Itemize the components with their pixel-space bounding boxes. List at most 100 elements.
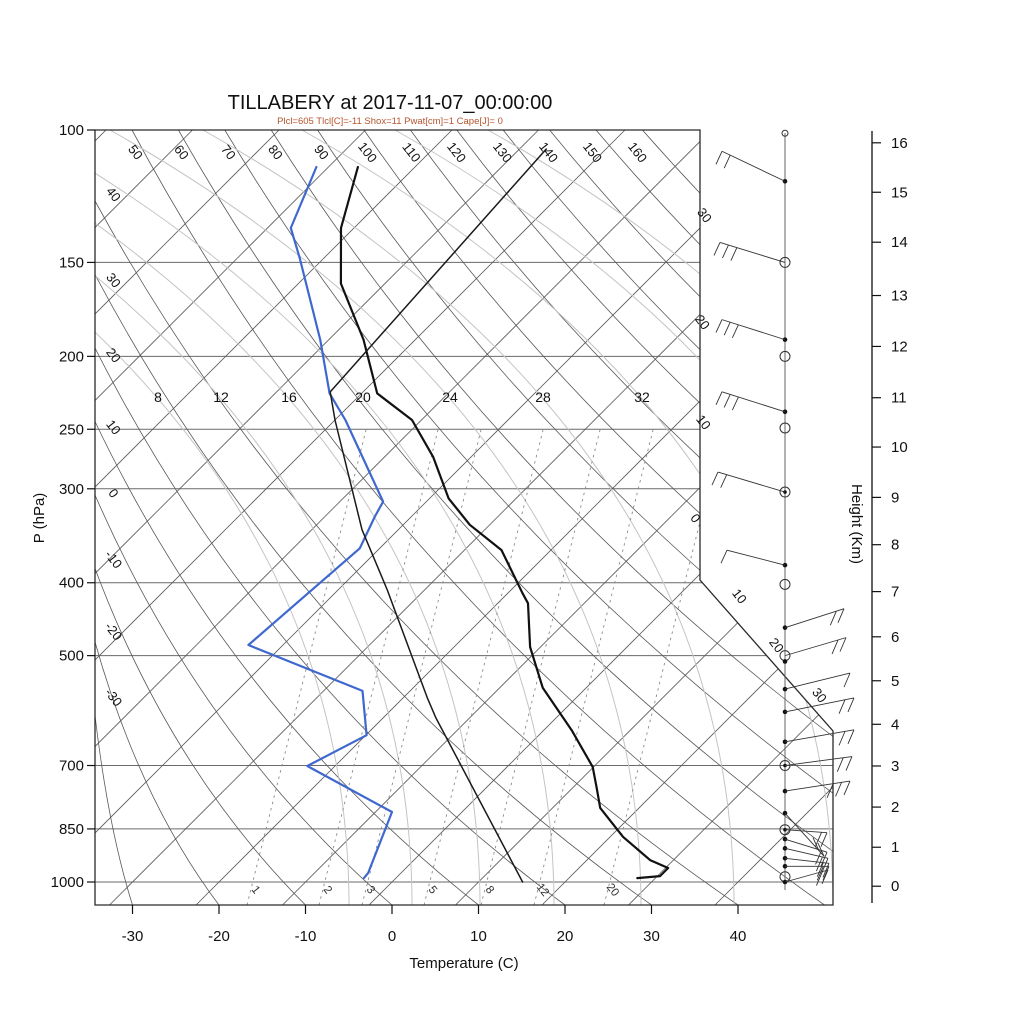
height-tick-label: 13 bbox=[891, 288, 908, 305]
wind-barb bbox=[782, 780, 851, 798]
dry-adiabat-line bbox=[95, 494, 393, 905]
wind-barb-feather bbox=[815, 856, 823, 872]
isotherm-line bbox=[541, 130, 833, 905]
dry-adiabat-top-label: 100 bbox=[355, 139, 380, 165]
wind-barb-feather bbox=[715, 151, 723, 165]
y-right-axis-title: Height (Km) bbox=[848, 484, 865, 564]
isotherm-line bbox=[95, 130, 193, 905]
isotherm-line bbox=[95, 130, 712, 905]
mixing-ratio-line bbox=[318, 429, 439, 905]
right-edge-label: 30 bbox=[809, 685, 830, 706]
wind-barb-feather bbox=[715, 391, 723, 405]
height-tick-label: 9 bbox=[891, 489, 899, 506]
wind-barb-feather bbox=[837, 608, 845, 623]
moist-adiabat-line bbox=[95, 130, 555, 905]
dry-adiabat-line bbox=[95, 568, 306, 905]
dry-adiabat-line bbox=[270, 130, 833, 905]
wind-barb bbox=[715, 391, 788, 415]
dry-adiabat-line bbox=[95, 347, 566, 905]
dry-adiabat-top-label: 50 bbox=[125, 142, 146, 163]
wind-barb bbox=[779, 422, 791, 434]
moist-adiabat-line bbox=[95, 130, 413, 905]
dry-adiabat-line bbox=[178, 130, 833, 905]
x-tick-label: -30 bbox=[122, 928, 144, 945]
dry-adiabat-left-label: 0 bbox=[105, 486, 121, 501]
wind-barb-feather bbox=[820, 832, 828, 847]
isotherm-line bbox=[95, 130, 799, 905]
isotherm-line bbox=[95, 130, 280, 905]
wind-barb-staff bbox=[726, 549, 786, 566]
height-tick-label: 6 bbox=[891, 629, 899, 646]
wind-barb-feather bbox=[722, 244, 729, 259]
moist-adiabat-label: 8 bbox=[154, 389, 162, 405]
height-tick-label: 4 bbox=[891, 716, 899, 733]
wind-barb bbox=[782, 608, 845, 630]
chart-title: TILLABERY at 2017-11-07_00:00:00 bbox=[228, 92, 553, 114]
wind-barb-staff bbox=[784, 847, 829, 859]
wind-barb bbox=[782, 659, 788, 664]
wind-barb bbox=[715, 150, 788, 184]
plot-frame bbox=[94, 129, 834, 906]
wind-barb-feather bbox=[816, 862, 824, 877]
wind-barb bbox=[782, 729, 855, 746]
wind-level-circle bbox=[779, 350, 791, 362]
wind-barb-feather bbox=[829, 610, 837, 626]
right-edge-label: 30 bbox=[694, 205, 715, 226]
pressure-tick-label: 150 bbox=[59, 254, 84, 271]
wind-level-circle bbox=[779, 760, 791, 772]
background-grid bbox=[95, 130, 833, 905]
dry-adiabat-line bbox=[502, 130, 833, 905]
wind-barb-feather bbox=[723, 154, 731, 169]
wind-barb-staff bbox=[784, 672, 851, 690]
right-edge-label: 10 bbox=[729, 586, 750, 607]
wind-barb bbox=[782, 863, 830, 881]
x-axis-title: Temperature (C) bbox=[409, 955, 518, 972]
wind-barb-staff bbox=[784, 608, 845, 629]
dry-adiabat-left-label: 20 bbox=[103, 345, 124, 366]
wind-barb-feather bbox=[835, 782, 842, 797]
moist-adiabat-label: 28 bbox=[535, 389, 551, 405]
wind-barb-feather bbox=[838, 699, 846, 714]
height-tick-label: 14 bbox=[891, 234, 908, 251]
isotherm-line bbox=[282, 130, 833, 905]
pressure-tick-label: 400 bbox=[59, 575, 84, 592]
moist-adiabat-label: 24 bbox=[442, 389, 458, 405]
wind-barb bbox=[720, 549, 788, 568]
x-tick-label: 20 bbox=[557, 928, 574, 945]
height-tick-label: 5 bbox=[891, 673, 899, 690]
pressure-tick-label: 1000 bbox=[51, 874, 84, 891]
right-edge-label: 20 bbox=[692, 312, 713, 333]
dry-adiabat-top-label: 160 bbox=[625, 139, 650, 165]
wind-level-circle bbox=[779, 422, 791, 434]
wind-barb-staff bbox=[721, 150, 786, 182]
height-tick-label: 8 bbox=[891, 537, 899, 554]
chart-indices-subtitle: Plcl=605 Tlcl[C]=-11 Shox=11 Pwat[cm]=1 … bbox=[277, 116, 503, 127]
wind-barb-feather bbox=[839, 637, 847, 652]
wind-barb-staff bbox=[784, 857, 830, 864]
wind-barb-feather bbox=[731, 324, 739, 339]
pressure-tick-label: 850 bbox=[59, 821, 84, 838]
dry-adiabat-top-label: 80 bbox=[265, 142, 286, 163]
isotherm-line bbox=[714, 130, 833, 905]
right-edge-label: 0 bbox=[687, 511, 703, 526]
mixing-ratio-label: 20 bbox=[604, 881, 621, 898]
wind-barb bbox=[782, 846, 829, 873]
moist-adiabat-line bbox=[202, 130, 735, 905]
dry-adiabat-left-label: 30 bbox=[103, 270, 124, 291]
wind-barb-feather bbox=[831, 639, 839, 655]
dewpoint-curve bbox=[247, 165, 394, 880]
x-tick-label: 30 bbox=[643, 928, 660, 945]
wind-barb-feather bbox=[821, 869, 829, 885]
dry-adiabat-top-label: 150 bbox=[580, 139, 605, 165]
wind-barb bbox=[779, 824, 828, 847]
height-tick-label: 10 bbox=[891, 439, 908, 456]
wind-barb bbox=[779, 756, 853, 772]
wind-level-circle bbox=[779, 578, 791, 590]
mixing-ratio-label: 2 bbox=[321, 884, 334, 896]
dry-adiabat-top-label: 70 bbox=[218, 142, 239, 163]
parcel-curve bbox=[329, 148, 548, 883]
pressure-tick-label: 250 bbox=[59, 421, 84, 438]
height-tick-label: 3 bbox=[891, 758, 899, 775]
height-tick-label: 7 bbox=[891, 584, 899, 601]
